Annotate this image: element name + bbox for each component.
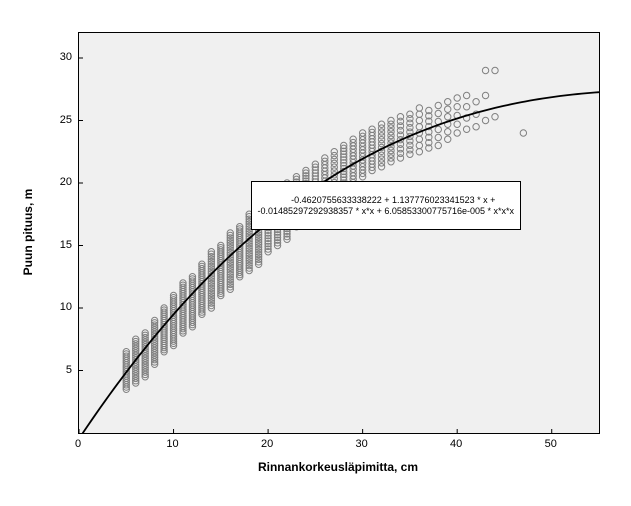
x-tick-label: 50	[545, 438, 557, 450]
y-tick-label: 20	[60, 176, 72, 188]
chart-container: -0.4620755633338222 + 1.137776023341523 …	[0, 0, 631, 506]
scatter-curve-svg	[79, 33, 599, 433]
equation-annotation: -0.4620755633338222 + 1.137776023341523 …	[251, 181, 521, 230]
y-tick-label: 15	[60, 239, 72, 251]
x-tick-label: 40	[450, 438, 462, 450]
x-tick-label: 30	[356, 438, 368, 450]
fitted-curve	[79, 92, 599, 433]
y-tick-label: 10	[60, 301, 72, 313]
x-tick-label: 20	[261, 438, 273, 450]
y-tick-label: 25	[60, 114, 72, 126]
y-tick-label: 5	[66, 364, 72, 376]
y-tick-label: 30	[60, 51, 72, 63]
plot-area: -0.4620755633338222 + 1.137776023341523 …	[78, 32, 600, 434]
x-axis-title: Rinnankorkeusläpimitta, cm	[78, 460, 598, 474]
equation-text: -0.4620755633338222 + 1.137776023341523 …	[258, 195, 514, 216]
x-tick-label: 10	[166, 438, 178, 450]
y-axis-title: Puun pituus, m	[21, 189, 35, 276]
x-tick-label: 0	[75, 438, 81, 450]
